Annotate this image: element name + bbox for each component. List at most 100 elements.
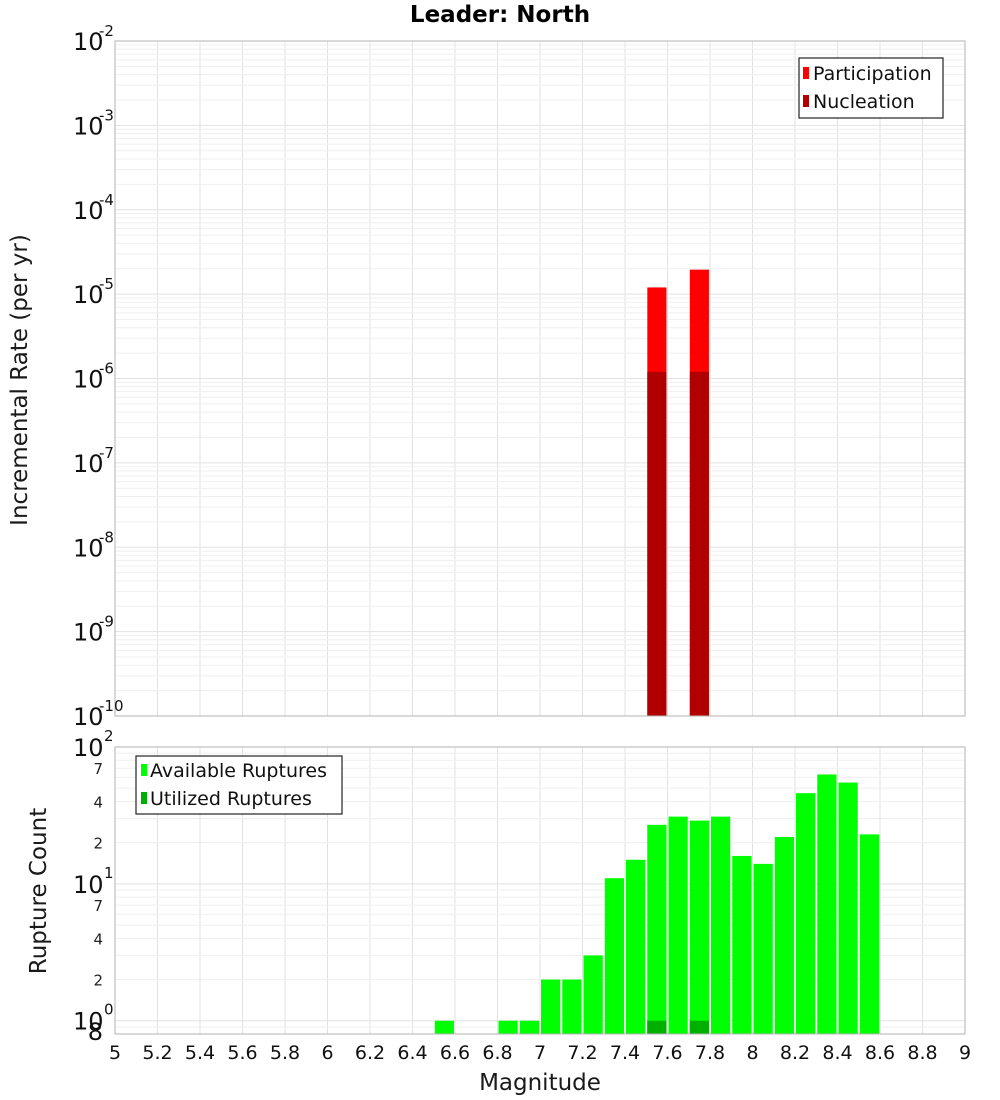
y-tick-exponent: -3 [99,106,114,124]
legend-label-participation: Participation [813,63,932,85]
legend-label-available: Available Ruptures [150,760,327,782]
y-tick-label: 10 [73,450,104,478]
y-tick-exponent: 1 [104,864,114,882]
x-tick-label: 7.6 [652,1042,682,1064]
x-tick-label: 7.8 [695,1042,725,1064]
utilized-ruptures-bar [689,1020,709,1034]
x-axis-label: Magnitude [479,1070,601,1096]
y-minor-tick-label: 7 [93,897,103,915]
available-ruptures-bar [732,855,752,1034]
y-tick-exponent: -9 [99,613,114,631]
y-tick-exponent: -4 [99,191,114,209]
x-tick-label: 7.4 [610,1042,640,1064]
legend-swatch-participation [803,67,809,79]
y-minor-tick-label: 4 [93,930,103,948]
y-tick-exponent: 2 [104,727,114,745]
legend-swatch-available [141,764,147,776]
y-tick-exponent: -8 [99,528,114,546]
nucleation-bar [647,371,667,716]
available-ruptures-bar [689,820,709,1034]
x-tick-label: 6.6 [440,1042,470,1064]
top-bars [647,269,709,716]
bottom-plot-frame [114,746,966,1035]
y-tick-label: 10 [73,112,104,140]
y-minor-tick-label: 7 [93,760,103,778]
chart-title: Leader: North [410,2,590,28]
available-ruptures-bar [668,816,688,1034]
available-ruptures-bar [753,863,773,1034]
x-tick-label: 5.8 [270,1042,300,1064]
top-y-axis-label: Incremental Rate (per yr) [7,234,33,526]
x-tick-label: 6.4 [397,1042,427,1064]
y-minor-tick-label: 2 [93,972,103,990]
x-tick-label: 8.6 [865,1042,895,1064]
y-tick-label: 10 [73,197,104,225]
y-tick-label: 10 [73,734,104,762]
y-minor-tick-label: 2 [93,835,103,853]
legend-swatch-utilized [141,792,147,804]
bottom-legend: Available Ruptures Utilized Ruptures [135,755,343,815]
available-ruptures-bar [774,837,794,1034]
y-minor-tick-label: 8 [88,1018,103,1046]
bottom-legend-box [135,755,343,815]
x-ticks: 5 5.2 5.4 5.6 5.8 6 6.2 6.4 6.6 6.8 7 7.2 7.4 7.6 7.8 8… [109,1042,971,1064]
x-tick-label: 5 [109,1042,121,1064]
available-ruptures-bar [859,834,879,1034]
y-tick-label: 10 [73,28,104,56]
available-ruptures-bar [541,979,561,1034]
top-gridlines [114,40,966,717]
available-ruptures-bar [562,979,582,1034]
y-tick-exponent: -5 [99,275,114,293]
available-ruptures-bar [647,824,667,1034]
legend-label-utilized: Utilized Ruptures [150,788,312,810]
y-tick-label: 10 [73,1008,104,1036]
legend-swatch-nucleation [803,95,809,107]
x-tick-label: 6 [321,1042,333,1064]
x-tick-label: 9 [959,1042,971,1064]
available-ruptures-bar [434,1020,454,1034]
available-ruptures-bar [838,782,858,1034]
x-tick-label: 6.2 [355,1042,385,1064]
y-tick-exponent: -2 [99,22,114,40]
available-ruptures-bar [519,1020,539,1034]
x-tick-label: 5.2 [142,1042,172,1064]
participation-panel: 10-210-310-410-510-610-710-810-910-10 [73,22,966,731]
y-tick-label: 10 [73,534,104,562]
x-tick-label: 8 [746,1042,758,1064]
x-tick-label: 7.2 [567,1042,597,1064]
y-tick-label: 10 [73,281,104,309]
available-ruptures-bar [626,859,646,1034]
bottom-y-axis-label: Rupture Count [26,808,52,974]
top-y-ticks: 10-210-310-410-510-610-710-810-910-10 [73,22,124,731]
x-tick-label: 8.2 [780,1042,810,1064]
available-ruptures-bar [817,774,837,1034]
x-tick-label: 8.8 [907,1042,937,1064]
legend-label-nucleation: Nucleation [813,91,915,113]
x-tick-label: 7 [534,1042,546,1064]
x-tick-label: 5.4 [185,1042,215,1064]
utilized-ruptures-bar [647,1020,667,1034]
y-tick-exponent: -6 [99,360,114,378]
nucleation-bar [689,371,709,716]
available-ruptures-bar [604,878,624,1034]
available-ruptures-bar [498,1020,518,1034]
y-tick-exponent: 0 [104,1001,114,1019]
bottom-bars [434,774,879,1034]
y-tick-label: 10 [73,703,104,731]
top-legend-box [798,57,944,119]
y-tick-label: 10 [73,871,104,899]
y-tick-exponent: -7 [99,444,114,462]
y-tick-label: 10 [73,366,104,394]
y-tick-label: 10 [73,619,104,647]
top-legend: Participation Nucleation [798,57,944,119]
available-ruptures-bar [583,955,603,1034]
y-minor-tick-label: 4 [93,793,103,811]
y-tick-exponent: -10 [99,697,124,715]
top-plot-frame [114,40,966,717]
available-ruptures-bar [796,793,816,1034]
available-ruptures-bar [711,816,731,1034]
x-tick-label: 5.6 [227,1042,257,1064]
